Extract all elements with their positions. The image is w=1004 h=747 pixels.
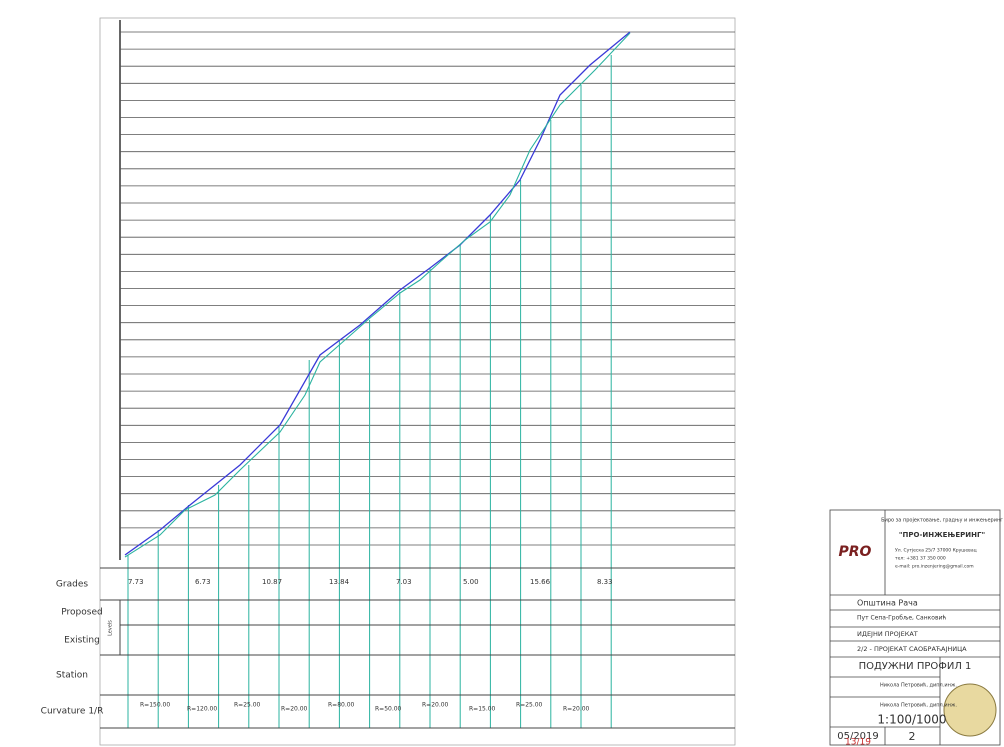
station-lines <box>127 55 612 728</box>
designer: Никола Петровић, дипл.инж. <box>880 682 957 689</box>
row-label: Proposed <box>61 608 102 618</box>
profile-table <box>100 567 735 729</box>
address: e-mail: pro.inzenjering@gmail.com <box>895 564 974 570</box>
row-label: Grades <box>56 580 88 590</box>
scale: 1:100/1000 <box>877 713 946 727</box>
row-label: Station <box>56 671 88 681</box>
existing-profile <box>124 32 631 558</box>
investor: Општина Рача <box>857 599 918 608</box>
grade: 10.87 <box>262 578 282 586</box>
date: 05/2019 <box>837 731 879 742</box>
row-label: Existing <box>64 636 100 646</box>
drawing-title: ПОДУЖНИ ПРОФИЛ 1 <box>859 661 972 672</box>
grade: 7.03 <box>396 578 412 586</box>
levels-label: Levels <box>108 620 114 636</box>
frame <box>99 17 736 746</box>
grade: 7.73 <box>128 578 144 586</box>
designer: Никола Петровић, дипл.инж. <box>880 702 957 709</box>
logo: PRO <box>839 544 872 560</box>
curvature: R=50.00 <box>375 706 402 713</box>
grade: 5.00 <box>463 578 479 586</box>
grade: 13.84 <box>329 578 350 586</box>
grade: 6.73 <box>195 578 211 586</box>
phase: ИДЕЈНИ ПРОЈЕКАТ <box>857 630 918 638</box>
part: 2/2 - ПРОЈЕКАТ САОБРАЋАЈНИЦА <box>857 645 967 653</box>
number: 13/19 <box>845 738 871 747</box>
curvature: R=15.00 <box>469 706 496 713</box>
curvature: R=150.00 <box>140 702 170 709</box>
curvature: R=20.00 <box>422 702 449 709</box>
curvature: R=20.00 <box>281 706 308 713</box>
object: Пут Сепа-Гробље, Санковић <box>857 615 946 622</box>
grid <box>120 31 735 546</box>
row-label: Curvature 1/R <box>41 707 104 717</box>
curvature: R=25.00 <box>516 702 543 709</box>
grade: 15.66 <box>530 578 551 586</box>
company: "ПРО-ИНЖЕЊЕРИНГ" <box>899 531 985 539</box>
address: Ул. Сутјеска 25/7 37000 Крушевац <box>895 548 977 554</box>
curvature: R=120.00 <box>187 706 217 713</box>
address: тел: +381 37 350 000 <box>895 556 946 562</box>
curvature: R=20.00 <box>563 706 590 713</box>
title-block <box>829 509 1001 746</box>
curvature: R=25.00 <box>234 702 261 709</box>
grade: 8.33 <box>597 578 613 586</box>
proposed-profile <box>124 31 631 556</box>
sheet-number: 2 <box>909 730 916 743</box>
curvature: R=80.00 <box>328 702 355 709</box>
office: Биро за пројектовање, градњу и инжењерин… <box>881 518 1003 524</box>
